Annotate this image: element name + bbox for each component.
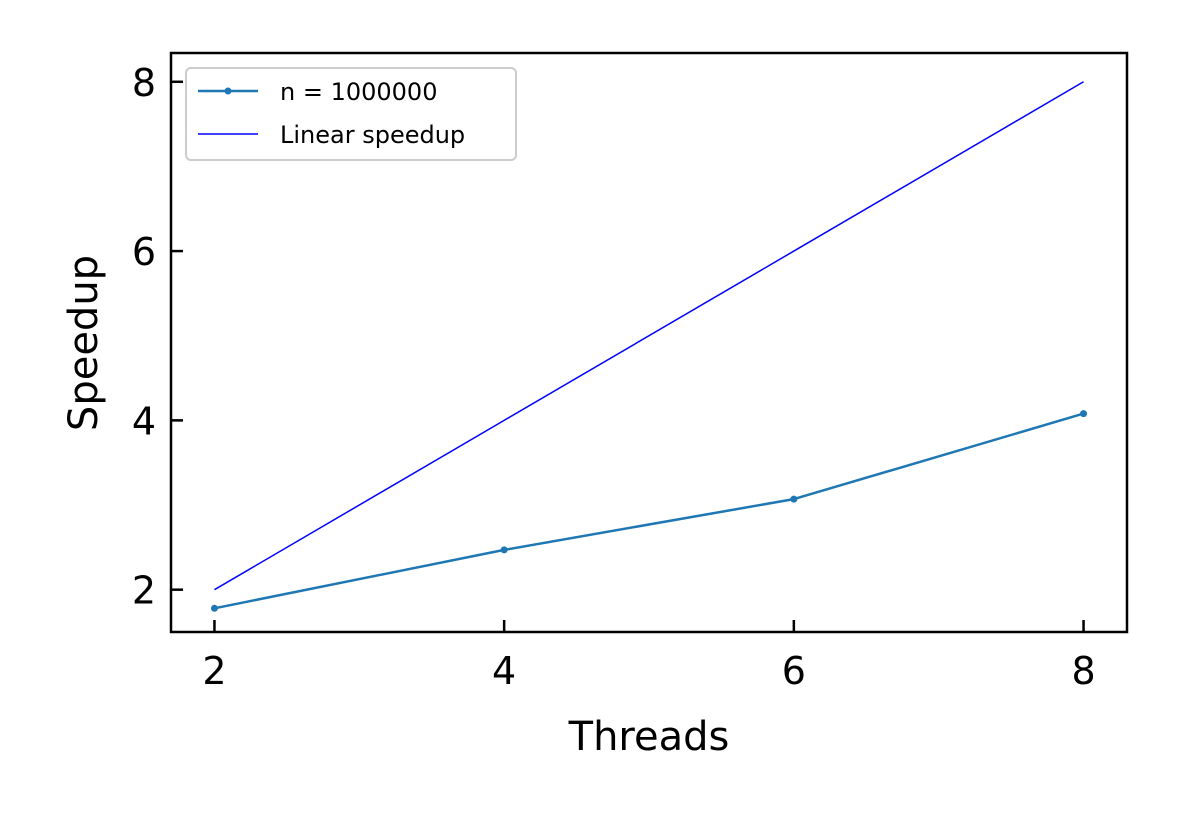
y-tick-label-4: 4	[132, 399, 156, 443]
y-tick-label-2: 2	[132, 569, 156, 613]
legend-label-n-1000000: n = 1000000	[280, 78, 437, 106]
y-tick-label-8: 8	[132, 61, 156, 105]
x-tick-label-6: 6	[782, 649, 806, 693]
x-tick-label-8: 8	[1071, 649, 1095, 693]
legend-box	[185, 67, 517, 161]
data-point-n-1000000-8	[1080, 410, 1088, 418]
series-line-n-1000000	[214, 412, 1084, 610]
x-tick-label-2: 2	[202, 649, 226, 693]
data-point-n-1000000-2	[210, 604, 218, 612]
x-tick-label-4: 4	[492, 649, 516, 693]
y-axis-title: Speedup	[61, 255, 107, 431]
data-point-n-1000000-4	[500, 546, 508, 554]
plot-frame	[169, 51, 1129, 634]
ticks-layer: 2 4 6 8 2 4 6 8	[132, 61, 1096, 693]
x-axis-title: Threads	[568, 714, 730, 760]
y-tick-label-6: 6	[132, 230, 156, 274]
series-layer	[210, 81, 1088, 612]
series-line-linear-speedup	[214, 81, 1084, 591]
legend-label-linear-speedup: Linear speedup	[280, 121, 465, 149]
legend-marker-n-1000000	[224, 87, 232, 95]
legend: n = 1000000 Linear speedup	[185, 67, 517, 161]
data-point-n-1000000-6	[790, 495, 798, 503]
